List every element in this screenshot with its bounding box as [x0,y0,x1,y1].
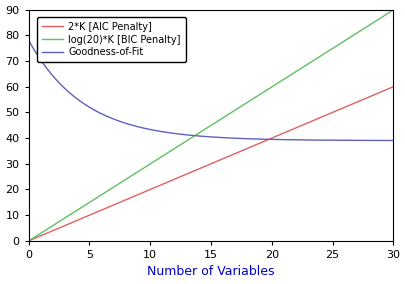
log(20)*K [BIC Penalty] [201,128,206,131]
X-axis label: Number of Variables: Number of Variables [147,266,274,278]
log(20)*K [BIC Penalty] [390,8,395,12]
2*K [AIC Penalty] [201,165,206,168]
2*K [AIC Penalty] [324,113,329,116]
Goodness-of-Fit [201,135,206,138]
Goodness-of-Fit [390,139,395,142]
Legend: 2*K [AIC Penalty], log(20)*K [BIC Penalty], Goodness-of-Fit: 2*K [AIC Penalty], log(20)*K [BIC Penalt… [37,17,185,62]
2*K [AIC Penalty] [381,89,386,92]
log(20)*K [BIC Penalty] [199,130,204,133]
Goodness-of-Fit [381,139,386,142]
Goodness-of-Fit [199,135,204,138]
Goodness-of-Fit [26,39,31,42]
2*K [AIC Penalty] [26,239,31,243]
Goodness-of-Fit [243,137,247,140]
log(20)*K [BIC Penalty] [26,239,31,243]
log(20)*K [BIC Penalty] [381,14,386,17]
Line: Goodness-of-Fit: Goodness-of-Fit [29,40,392,141]
Goodness-of-Fit [223,136,228,139]
2*K [AIC Penalty] [199,166,204,169]
log(20)*K [BIC Penalty] [223,114,228,118]
2*K [AIC Penalty] [243,147,247,151]
Line: log(20)*K [BIC Penalty]: log(20)*K [BIC Penalty] [29,10,392,241]
Line: 2*K [AIC Penalty]: 2*K [AIC Penalty] [29,87,392,241]
log(20)*K [BIC Penalty] [243,102,247,105]
log(20)*K [BIC Penalty] [324,50,329,53]
2*K [AIC Penalty] [390,85,395,88]
Goodness-of-Fit [324,139,329,142]
2*K [AIC Penalty] [223,156,228,159]
